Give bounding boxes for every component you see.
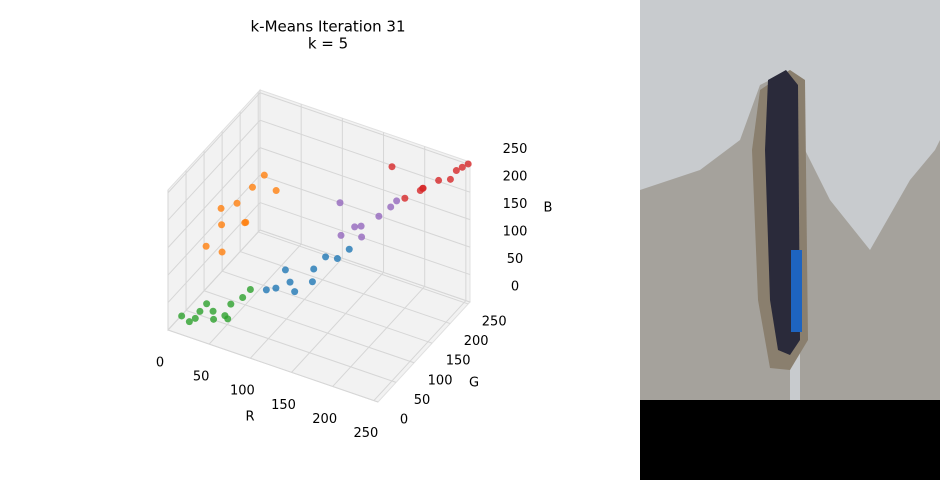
point: [464, 160, 472, 168]
x-tick-label: 0: [156, 356, 164, 371]
point: [272, 187, 280, 195]
z-tick-label: 150: [503, 197, 528, 212]
x-tick-label: 100: [230, 384, 255, 399]
point: [345, 245, 353, 253]
point: [178, 312, 186, 320]
grid-line: [221, 270, 433, 344]
point: [272, 284, 280, 292]
point: [435, 176, 443, 184]
y-tick-label: 150: [446, 354, 471, 369]
chart-title: k-Means Iteration 31: [250, 18, 405, 36]
point: [446, 175, 454, 183]
chart-subtitle: k = 5: [308, 35, 348, 53]
z-tick-label: 0: [511, 280, 519, 295]
grid-line: [259, 202, 471, 276]
grid-line: [167, 119, 261, 221]
z-tick-label: 100: [503, 225, 528, 240]
y-tick-label: 50: [414, 393, 431, 408]
grid-line: [259, 92, 471, 166]
segmented-image: [640, 0, 940, 480]
point: [242, 218, 250, 226]
point: [458, 163, 466, 171]
point: [291, 288, 299, 296]
grid-line: [167, 329, 379, 403]
point: [336, 199, 344, 207]
point: [224, 315, 232, 323]
z-tick-label: 200: [503, 170, 528, 185]
grid-line: [203, 290, 415, 364]
z-axis-label: B: [544, 201, 553, 216]
plot-3d: 0 50 100 150 200 250 0 50 100 150 200 250 0 50 100 150 2…: [156, 88, 553, 441]
point: [233, 199, 241, 207]
point: [262, 286, 270, 294]
point: [185, 318, 193, 326]
grid-line: [258, 231, 469, 305]
grid-line: [259, 174, 471, 248]
point: [357, 222, 365, 230]
point: [286, 278, 294, 286]
point: [218, 248, 226, 256]
point: [401, 194, 409, 202]
z-tick-label: 50: [507, 252, 524, 267]
point: [246, 286, 254, 294]
point: [260, 171, 268, 179]
point: [358, 233, 366, 241]
point: [196, 307, 204, 315]
point: [202, 242, 210, 250]
grid-line: [373, 300, 467, 401]
grid-line: [185, 309, 397, 383]
x-tick-label: 150: [271, 398, 296, 413]
point: [203, 300, 211, 308]
point: [322, 253, 330, 261]
x-axis-label: R: [245, 410, 254, 425]
point: [388, 163, 396, 171]
image-region-blue: [791, 250, 802, 332]
point: [375, 212, 383, 220]
image-region-gray: [800, 140, 940, 400]
point: [191, 314, 199, 322]
z-tick-label: 250: [503, 142, 528, 157]
point: [209, 307, 217, 315]
image-region-black: [640, 400, 940, 480]
point: [210, 315, 218, 323]
grid-line: [291, 272, 384, 373]
grid-line: [259, 229, 471, 303]
y-axis-label: G: [469, 376, 479, 391]
point: [217, 204, 225, 212]
point: [351, 223, 359, 231]
grid-line: [332, 286, 426, 387]
y-tick-label: 250: [482, 314, 507, 329]
grid-line: [167, 147, 261, 248]
point: [337, 231, 345, 239]
grid-line: [259, 119, 471, 193]
point: [416, 186, 424, 194]
grid-line: [167, 92, 261, 194]
x-tick-label: 250: [353, 426, 378, 441]
grid-line: [239, 251, 451, 325]
point: [281, 266, 289, 274]
point: [333, 255, 341, 263]
point: [310, 265, 318, 273]
y-tick-label: 100: [428, 373, 453, 388]
point: [239, 294, 247, 302]
point: [393, 197, 401, 205]
x-tick-label: 200: [312, 412, 337, 427]
y-tick-label: 0: [400, 413, 408, 428]
point: [248, 183, 256, 191]
y-tick-label: 200: [464, 334, 489, 349]
x-tick-label: 50: [193, 370, 210, 385]
grid-line: [249, 257, 343, 359]
point: [452, 167, 460, 175]
grid-line: [208, 243, 302, 345]
point: [387, 203, 395, 211]
point: [227, 300, 235, 308]
grid-line: [259, 147, 471, 221]
point: [218, 221, 226, 229]
grid-line: [167, 174, 261, 276]
point: [308, 278, 316, 286]
